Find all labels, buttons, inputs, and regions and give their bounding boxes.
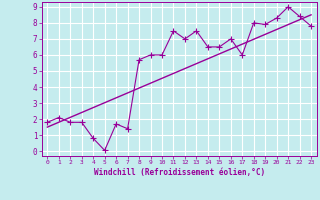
X-axis label: Windchill (Refroidissement éolien,°C): Windchill (Refroidissement éolien,°C) [94,168,265,177]
